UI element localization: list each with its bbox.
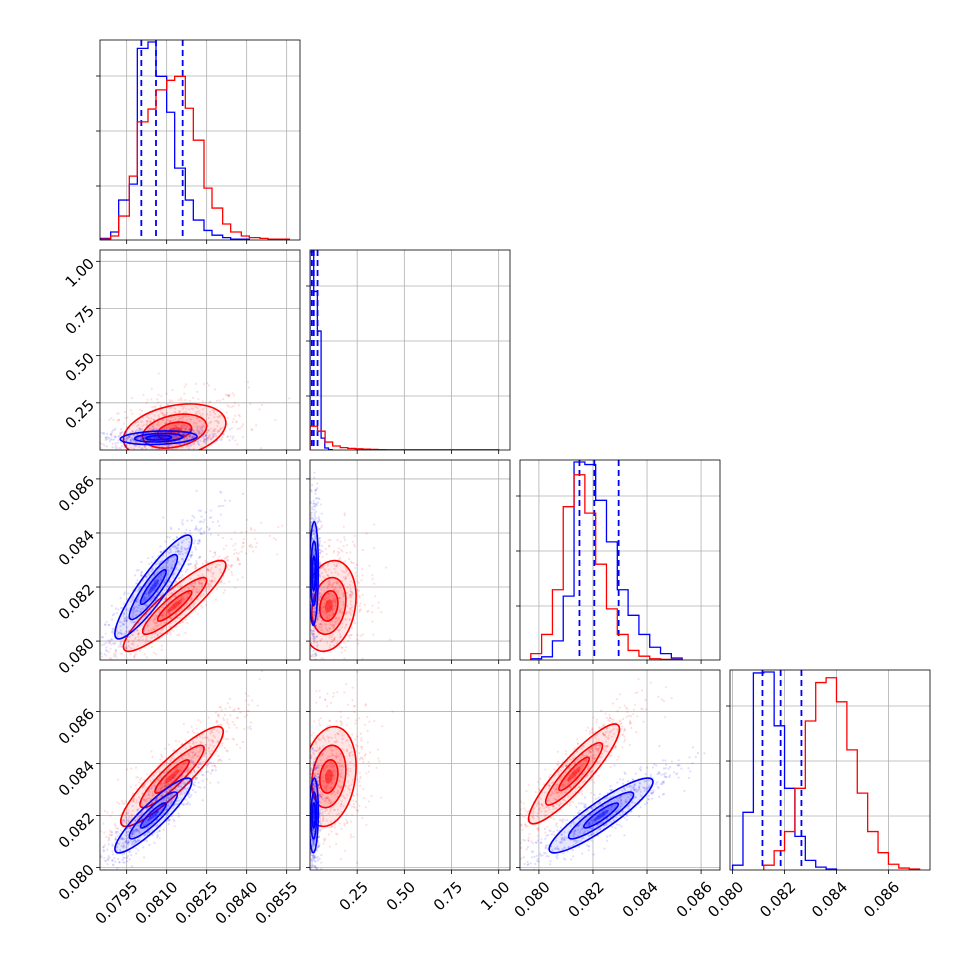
x-tick-label: 0.0810	[132, 878, 182, 928]
x-tick-label: 0.082	[756, 878, 799, 921]
panel-1-0: 0.25 0.50 0.75 1.00	[62, 249, 301, 454]
x-tick-label: 0.75	[430, 878, 466, 914]
contour-series-0	[310, 540, 318, 607]
histogram-series-0	[530, 461, 683, 660]
x-tick-label: 0.0855	[252, 878, 302, 928]
panel-frame	[99, 669, 301, 871]
y-tick-label: 0.084	[55, 757, 98, 800]
contour-series-0	[139, 568, 167, 606]
contour-series-1	[544, 741, 604, 806]
histogram-series-1	[100, 75, 290, 240]
contour-series-0	[548, 777, 654, 854]
panel-frame	[729, 669, 931, 871]
x-tick-label: 0.082	[565, 878, 608, 921]
histogram-series-1	[763, 677, 921, 870]
contour-series-0	[145, 434, 173, 441]
panel-frame	[99, 459, 301, 661]
contour-series-0	[582, 802, 620, 829]
contour-series-0	[311, 802, 317, 829]
panel-2-2	[516, 459, 721, 664]
contour-series-0	[114, 777, 193, 854]
histogram-series-0	[100, 41, 250, 240]
contour-series-1	[527, 723, 621, 825]
panel-frame	[309, 459, 511, 661]
contour-series-0	[114, 534, 193, 640]
x-tick-label: 0.0840	[212, 878, 262, 928]
contour-series-1	[319, 759, 339, 794]
contour-series-1	[311, 744, 347, 809]
contour-series-0	[311, 555, 317, 592]
scatter-series-1	[310, 670, 394, 867]
y-tick-label: 0.25	[62, 396, 98, 432]
panel-frame	[99, 39, 301, 241]
panel-3-1: 0.25 0.50 0.75 1.00	[306, 669, 513, 914]
contour-series-0	[147, 579, 159, 595]
contour-series-1	[154, 759, 190, 794]
contour-series-1	[319, 590, 339, 622]
contour-series-0	[593, 809, 609, 821]
contour-series-0	[147, 809, 159, 821]
contour-series-1	[164, 769, 180, 784]
contour-series-0	[313, 565, 315, 582]
panel-2-0: 0.080 0.082 0.084 0.086	[55, 459, 301, 677]
contour-series-1	[156, 590, 193, 622]
y-tick-label: 0.086	[55, 472, 98, 515]
y-tick-label: 0.50	[62, 349, 98, 385]
panel-1-1	[306, 249, 511, 454]
panel-0-0	[96, 39, 301, 244]
contour-series-1	[141, 576, 208, 636]
x-tick-label: 1.00	[477, 878, 513, 914]
y-tick-label: 0.082	[55, 580, 98, 623]
panel-frame	[519, 459, 721, 661]
y-tick-label: 0.75	[62, 302, 98, 338]
y-tick-label: 0.080	[55, 861, 98, 904]
contour-series-1	[167, 599, 183, 613]
histogram-series-0	[310, 251, 333, 450]
panel-2-1	[306, 459, 511, 664]
contour-series-1	[567, 766, 581, 782]
x-tick-label: 0.25	[336, 878, 372, 914]
histogram-series-0	[731, 671, 838, 870]
y-tick-label: 1.00	[62, 255, 98, 291]
contour-series-0	[139, 802, 167, 829]
y-tick-label: 0.082	[55, 809, 98, 852]
panel-frame	[519, 669, 721, 871]
contour-series-1	[139, 744, 205, 809]
y-tick-label: 0.086	[55, 705, 98, 748]
panel-frame	[309, 669, 511, 871]
histogram-series-1	[530, 474, 683, 660]
x-tick-label: 0.084	[619, 878, 662, 921]
contour-series-1	[324, 769, 333, 784]
contour-series-0	[313, 809, 315, 821]
panel-frame	[99, 249, 301, 451]
y-tick-label: 0.084	[55, 526, 98, 569]
panel-frame	[309, 249, 511, 451]
x-tick-label: 0.084	[808, 878, 851, 921]
contour-series-1	[558, 756, 590, 792]
x-tick-label: 0.50	[383, 878, 419, 914]
x-tick-label: 0.080	[511, 878, 554, 921]
x-tick-label: 0.086	[860, 878, 903, 921]
x-tick-label: 0.0825	[172, 878, 222, 928]
x-tick-label: 0.080	[704, 878, 747, 921]
y-tick-label: 0.080	[55, 634, 98, 677]
panel-3-3: 0.080 0.082 0.084 0.086	[704, 669, 931, 921]
x-tick-label: 0.0795	[92, 878, 142, 928]
contour-series-0	[153, 436, 165, 439]
contour-series-1	[324, 599, 333, 613]
contour-series-1	[120, 725, 224, 828]
